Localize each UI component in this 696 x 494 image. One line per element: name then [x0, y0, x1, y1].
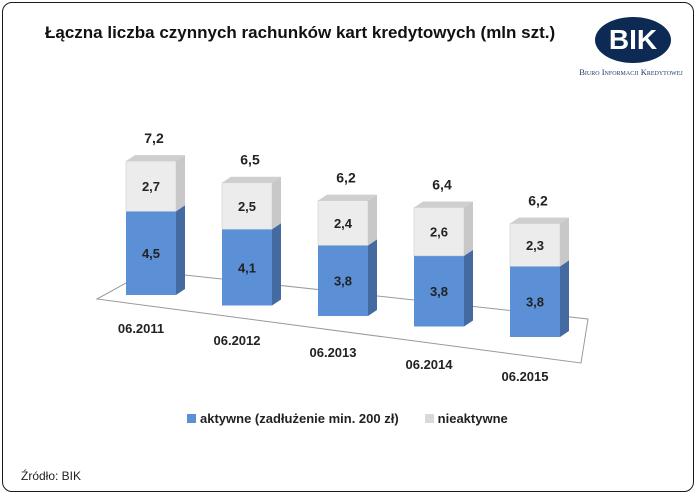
data-label-inactive-3: 2,6 [430, 225, 448, 240]
bar-top-2 [318, 194, 377, 201]
bik-logo-mark: BIK [595, 17, 671, 63]
bar-active-4 [510, 266, 560, 337]
bar-side-inactive-3 [464, 201, 473, 256]
data-label-active-3: 3,8 [430, 284, 448, 299]
bik-logo-subtitle: Biuro Informacji Kredytowej [579, 67, 683, 77]
bar-side-active-1 [272, 223, 281, 306]
chart-legend: aktywne (zadłużenie min. 200 zł) nieakty… [187, 411, 534, 426]
bar-inactive-4 [509, 223, 561, 267]
stacked-bar-chart: 4,5 2,7 7,2 06.2011 4,1 2,5 6,5 06.2012 3,8 2,4 6,… [95, 130, 589, 384]
bar-top-1 [222, 176, 281, 183]
data-label-active-0: 4,5 [142, 246, 160, 261]
bar-side-active-3 [464, 249, 473, 327]
data-label-active-2: 3,8 [334, 274, 352, 289]
data-label-active-4: 3,8 [526, 295, 544, 310]
legend-label-active: aktywne (zadłużenie min. 200 zł) [200, 411, 399, 426]
bar-active-1 [222, 229, 272, 306]
data-label-active-1: 4,1 [238, 260, 256, 275]
bar-side-inactive-1 [272, 176, 281, 230]
bar-side-active-2 [368, 239, 377, 316]
category-label-1: 06.2012 [214, 333, 261, 348]
bar-inactive-2 [317, 200, 369, 246]
legend-swatch-inactive [424, 414, 434, 423]
total-label-1: 6,5 [240, 152, 260, 168]
bar-top-3 [414, 201, 473, 208]
total-label-0: 7,2 [144, 130, 164, 146]
bar-side-inactive-0 [176, 155, 185, 212]
data-label-inactive-0: 2,7 [142, 179, 160, 194]
chart-title: Łączna liczba czynnych rachunków kart kr… [45, 23, 556, 42]
total-label-2: 6,2 [336, 170, 356, 186]
bar-side-inactive-2 [368, 194, 377, 246]
bar-top-0 [126, 155, 185, 162]
bik-logo: BIK Biuro Informacji Kredytowej [575, 17, 687, 87]
category-label-2: 06.2013 [310, 345, 357, 360]
legend-item-active: aktywne (zadłużenie min. 200 zł) [187, 411, 399, 426]
category-label-3: 06.2014 [406, 357, 454, 372]
bar-top-4 [510, 217, 569, 224]
legend-label-inactive: nieaktywne [437, 411, 508, 426]
bar-active-2 [318, 245, 368, 316]
legend-swatch-active [187, 414, 196, 423]
source-note: Źródło: BIK [21, 469, 82, 483]
data-label-inactive-4: 2,3 [526, 238, 544, 253]
bar-side-active-4 [560, 260, 569, 337]
bar-active-3 [414, 255, 464, 327]
total-label-4: 6,2 [528, 193, 548, 209]
category-label-4: 06.2015 [502, 369, 549, 384]
bar-side-active-0 [176, 205, 185, 295]
bar-active-0 [126, 211, 176, 295]
category-label-0: 06.2011 [118, 321, 164, 336]
data-label-inactive-1: 2,5 [238, 199, 256, 214]
total-label-3: 6,4 [432, 176, 452, 192]
bar-side-inactive-4 [560, 217, 569, 267]
legend-item-inactive: nieaktywne [424, 411, 508, 426]
data-label-inactive-2: 2,4 [334, 216, 353, 231]
